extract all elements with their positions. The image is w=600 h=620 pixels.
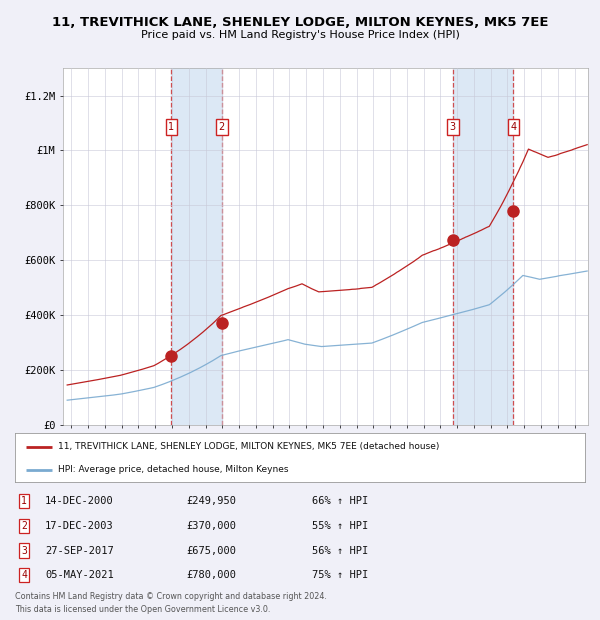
Bar — [453, 68, 514, 425]
Text: 3: 3 — [450, 122, 456, 132]
Text: HPI: Average price, detached house, Milton Keynes: HPI: Average price, detached house, Milt… — [58, 466, 288, 474]
Text: 05-MAY-2021: 05-MAY-2021 — [45, 570, 114, 580]
Text: 75% ↑ HPI: 75% ↑ HPI — [312, 570, 368, 580]
Text: Price paid vs. HM Land Registry's House Price Index (HPI): Price paid vs. HM Land Registry's House … — [140, 30, 460, 40]
Text: 3: 3 — [21, 546, 27, 556]
Text: 2: 2 — [21, 521, 27, 531]
Text: 4: 4 — [21, 570, 27, 580]
Text: £780,000: £780,000 — [186, 570, 236, 580]
Text: £249,950: £249,950 — [186, 496, 236, 506]
Text: This data is licensed under the Open Government Licence v3.0.: This data is licensed under the Open Gov… — [15, 604, 271, 614]
Text: 1: 1 — [168, 122, 175, 132]
Text: 2: 2 — [218, 122, 225, 132]
Text: 27-SEP-2017: 27-SEP-2017 — [45, 546, 114, 556]
Text: £675,000: £675,000 — [186, 546, 236, 556]
Text: 4: 4 — [510, 122, 517, 132]
Text: £370,000: £370,000 — [186, 521, 236, 531]
Bar — [172, 68, 221, 425]
Text: 17-DEC-2003: 17-DEC-2003 — [45, 521, 114, 531]
Text: 56% ↑ HPI: 56% ↑ HPI — [312, 546, 368, 556]
Text: 55% ↑ HPI: 55% ↑ HPI — [312, 521, 368, 531]
Text: 14-DEC-2000: 14-DEC-2000 — [45, 496, 114, 506]
Text: 11, TREVITHICK LANE, SHENLEY LODGE, MILTON KEYNES, MK5 7EE (detached house): 11, TREVITHICK LANE, SHENLEY LODGE, MILT… — [58, 442, 439, 451]
Text: 66% ↑ HPI: 66% ↑ HPI — [312, 496, 368, 506]
Text: 11, TREVITHICK LANE, SHENLEY LODGE, MILTON KEYNES, MK5 7EE: 11, TREVITHICK LANE, SHENLEY LODGE, MILT… — [52, 16, 548, 29]
Text: Contains HM Land Registry data © Crown copyright and database right 2024.: Contains HM Land Registry data © Crown c… — [15, 592, 327, 601]
Text: 1: 1 — [21, 496, 27, 506]
